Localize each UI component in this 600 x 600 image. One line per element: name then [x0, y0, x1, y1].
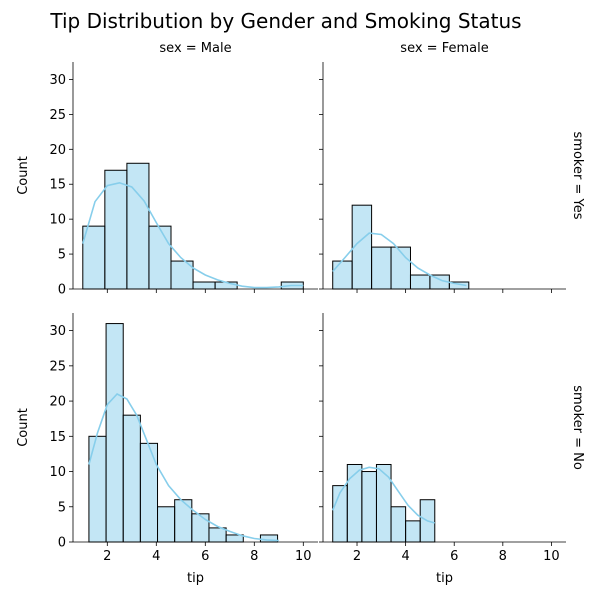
y-tick-label: 5	[58, 500, 66, 515]
histogram-bar	[409, 274, 431, 290]
histogram-bar	[122, 414, 141, 543]
x-tick-label: 10	[295, 549, 312, 564]
histogram-bar	[351, 204, 373, 290]
row-title: smoker = Yes	[570, 132, 585, 220]
histogram-bar	[139, 442, 159, 543]
facet-panel: 0 5 10 15 20 25 30 sex = Male smoker = Yes Count	[16, 41, 585, 298]
x-axis-label: tip	[436, 571, 453, 586]
x-tick-label: 8	[499, 549, 507, 564]
y-tick-label: 5	[58, 248, 66, 263]
x-axis-label: tip	[187, 571, 204, 586]
x-tick-label: 6	[450, 549, 458, 564]
kde-line	[332, 232, 467, 287]
y-tick-label: 30	[49, 324, 66, 339]
facet-panel: sex = Female	[319, 41, 566, 293]
x-tick-label: 8	[250, 549, 258, 564]
histogram-bar	[375, 463, 392, 543]
facet-panel: 2 4 6 8 10 tip	[319, 313, 566, 586]
y-axis-label: Count	[16, 156, 31, 195]
x-tick-label: 2	[353, 549, 361, 564]
histogram-bar	[390, 246, 411, 290]
x-tick-label: 4	[401, 549, 409, 564]
y-tick-label: 20	[49, 143, 66, 158]
y-tick-label: 0	[58, 283, 66, 298]
histogram-bar	[361, 471, 377, 543]
y-tick-label: 0	[58, 536, 66, 551]
histogram-bar	[192, 281, 216, 290]
x-tick-label: 6	[201, 549, 209, 564]
histogram-bar	[105, 323, 124, 543]
y-tick-label: 25	[49, 108, 66, 123]
column-title: sex = Male	[159, 41, 231, 56]
facet-panel: 0 5 10 15 20 25 30 2 4 6 8 10 smoker = No Count tip	[16, 313, 585, 586]
x-tick-label: 2	[103, 549, 111, 564]
y-tick-label: 15	[49, 430, 66, 445]
y-tick-label: 10	[49, 213, 66, 228]
column-title: sex = Female	[400, 41, 488, 56]
row-title: smoker = No	[570, 385, 585, 470]
histogram-bar	[405, 520, 421, 543]
kde-line	[88, 393, 279, 542]
histogram-bar	[332, 260, 353, 290]
x-tick-label: 4	[152, 549, 160, 564]
y-tick-label: 10	[49, 465, 66, 480]
kde-line	[82, 181, 304, 289]
chart-title: Tip Distribution by Gender and Smoking S…	[49, 9, 521, 33]
histogram-bar	[208, 527, 227, 543]
kde-line	[331, 466, 436, 524]
x-tick-label: 10	[543, 549, 560, 564]
y-tick-label: 30	[49, 73, 66, 88]
y-tick-label: 25	[49, 359, 66, 374]
histogram-bar	[82, 225, 106, 290]
histogram-bar	[104, 169, 128, 290]
histogram-bar	[126, 162, 150, 290]
histogram-bar	[371, 246, 392, 290]
y-axis-label: Count	[16, 408, 31, 447]
histogram-bar	[191, 513, 210, 543]
histogram-bar	[346, 463, 363, 543]
histogram-bar	[157, 506, 176, 543]
y-tick-label: 20	[49, 395, 66, 410]
histogram-bar	[148, 225, 172, 290]
histogram-bar	[390, 506, 407, 543]
y-tick-label: 15	[49, 178, 66, 193]
